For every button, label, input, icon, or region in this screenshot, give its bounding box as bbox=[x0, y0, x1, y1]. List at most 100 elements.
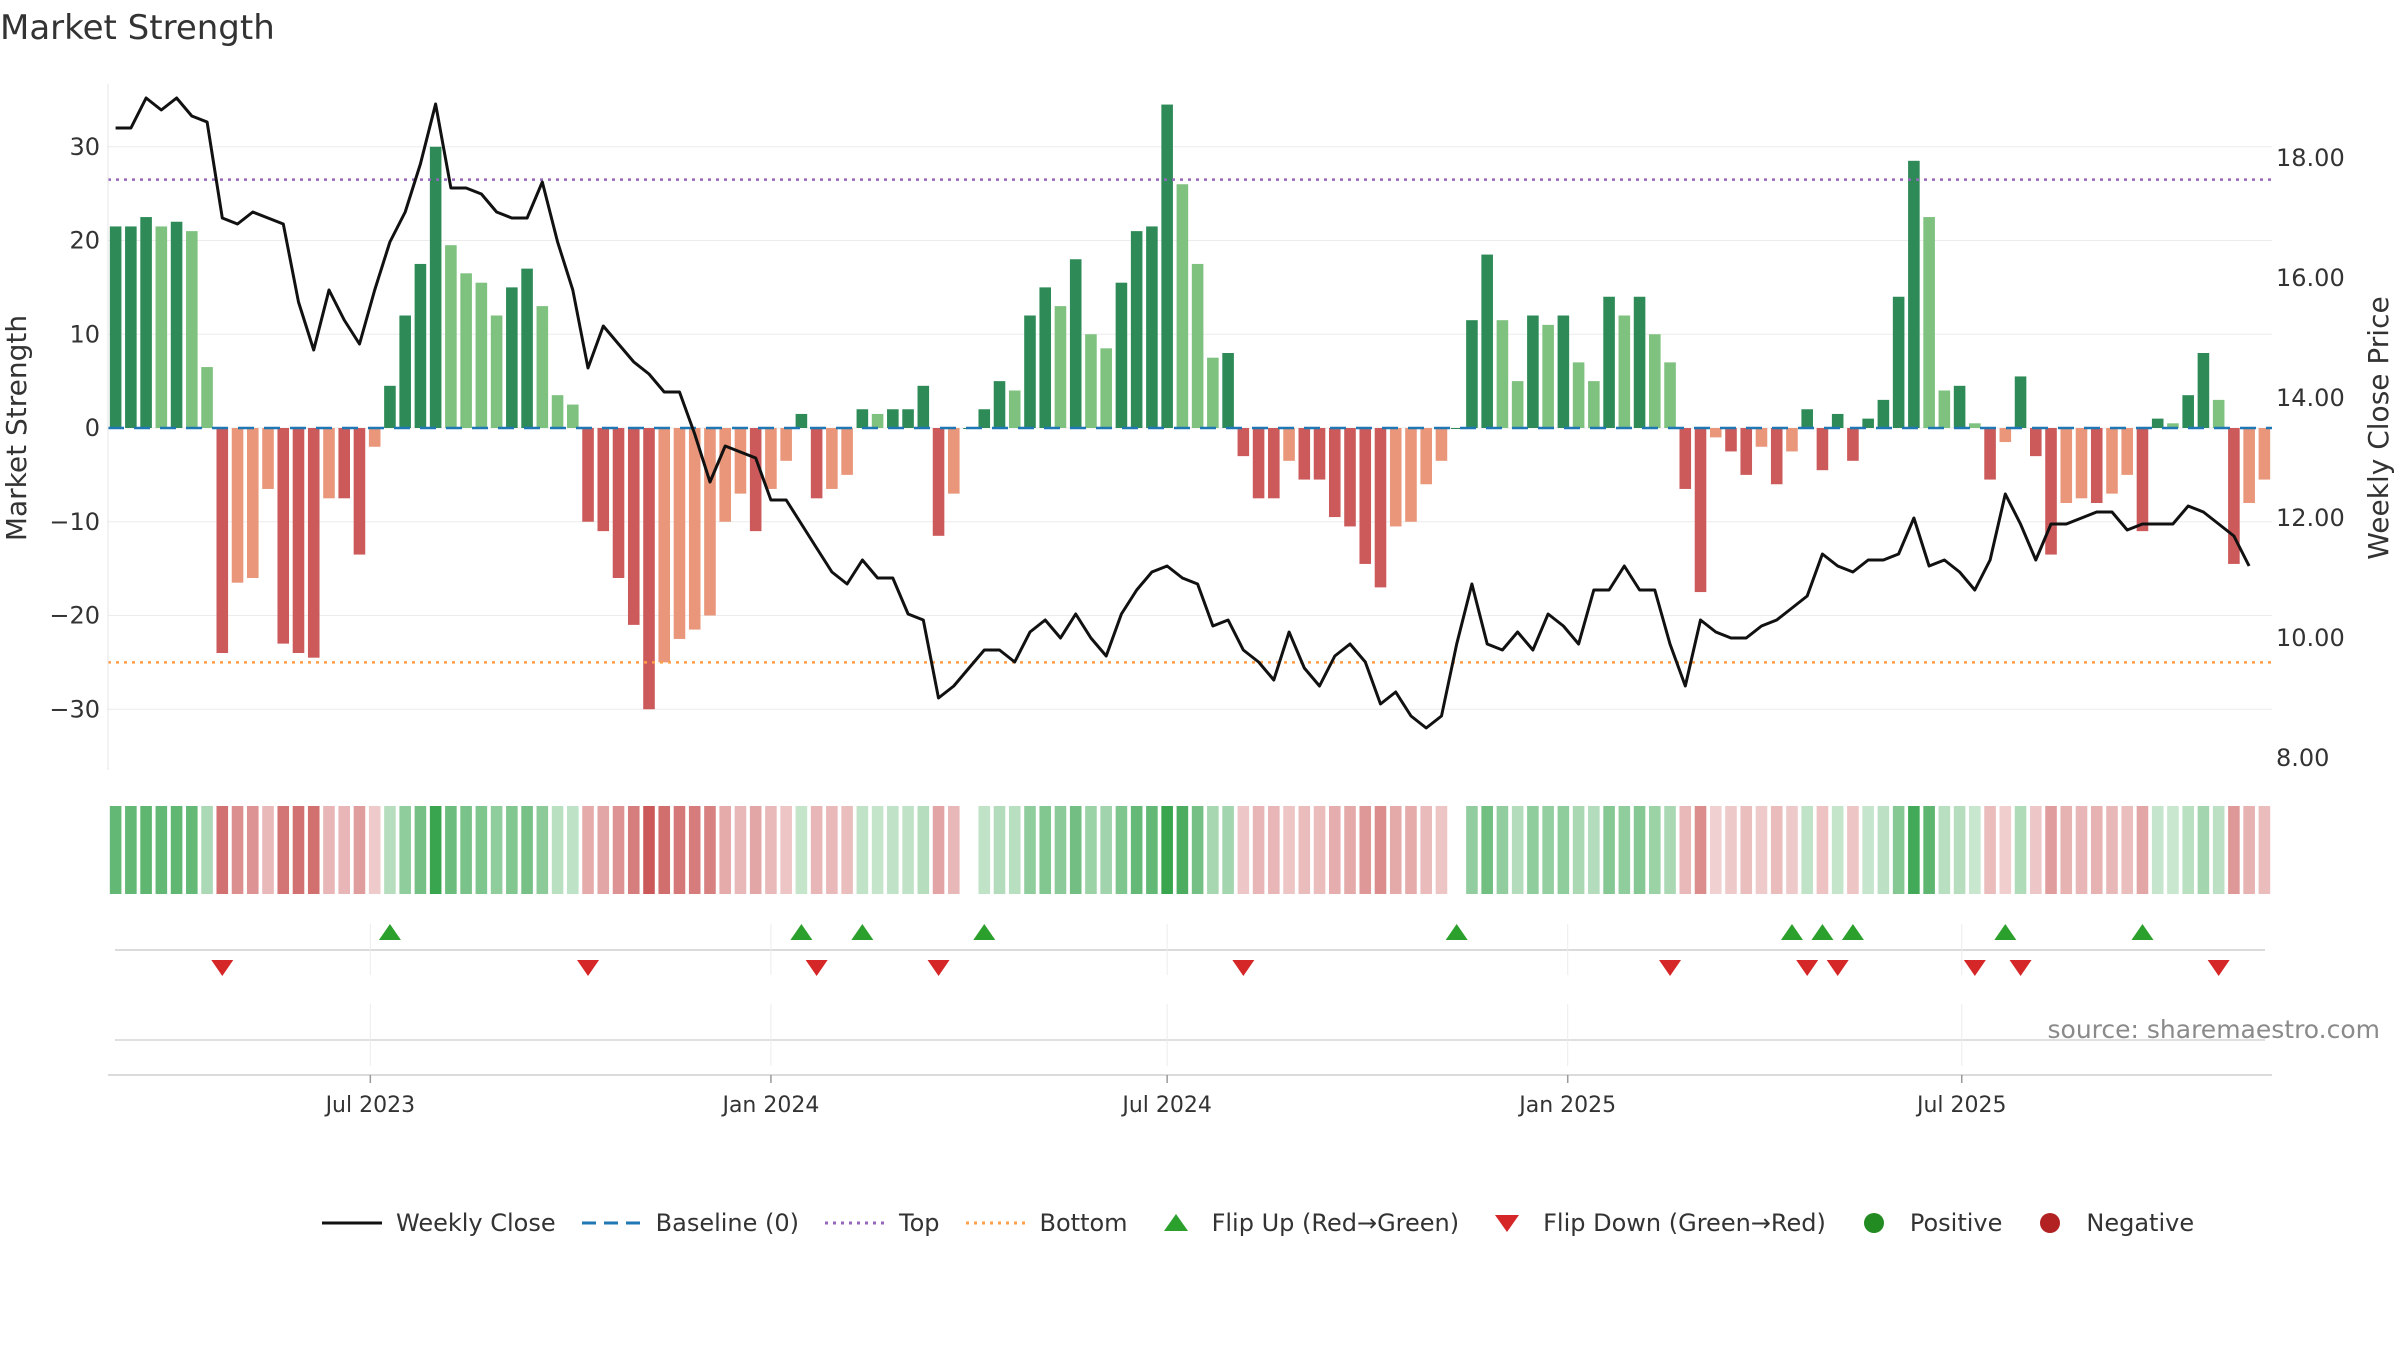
strength-bar bbox=[2029, 428, 2042, 457]
legend-swatch-top bbox=[825, 1221, 886, 1225]
strength-bar bbox=[902, 409, 914, 428]
strip-cell bbox=[506, 806, 518, 894]
strip-cell bbox=[887, 806, 899, 894]
strength-bar bbox=[1572, 362, 1585, 428]
strength-bar bbox=[1207, 357, 1219, 428]
strip-cell bbox=[292, 806, 305, 894]
strength-bar bbox=[2136, 428, 2149, 532]
strip-cell bbox=[414, 806, 427, 894]
strength-bar bbox=[277, 428, 290, 644]
strip-cell bbox=[1100, 806, 1112, 894]
strength-bar bbox=[262, 428, 274, 489]
strength-bar bbox=[1008, 390, 1021, 428]
strip-cell bbox=[2197, 806, 2210, 894]
legend-item-baseline: Baseline (0) bbox=[581, 1209, 799, 1237]
strip-cell bbox=[1923, 806, 1935, 894]
strip-cell bbox=[2090, 806, 2103, 894]
strip-cell bbox=[1557, 806, 1570, 894]
strip-cell bbox=[2106, 806, 2118, 894]
flip-down-marker bbox=[211, 960, 234, 976]
strength-bar bbox=[1268, 428, 1280, 499]
flip-down-marker bbox=[1659, 960, 1682, 976]
flip-down-marker bbox=[1232, 960, 1255, 976]
strip-cell bbox=[1039, 806, 1052, 894]
strength-bar bbox=[1527, 315, 1539, 428]
strength-bar bbox=[2014, 376, 2027, 428]
strip-cell bbox=[749, 806, 762, 894]
strength-bar bbox=[871, 413, 884, 428]
strength-bar bbox=[186, 231, 198, 428]
strength-bar bbox=[1100, 348, 1112, 428]
strength-bar bbox=[780, 428, 792, 461]
strip-cell bbox=[323, 806, 335, 894]
strength-bar bbox=[826, 428, 838, 489]
strength-bar bbox=[246, 428, 259, 578]
strip-cell bbox=[932, 806, 945, 894]
strip-cell bbox=[475, 806, 488, 894]
x-tick-label: Jul 2024 bbox=[1120, 1093, 1212, 1118]
strip-cell bbox=[688, 806, 701, 894]
strength-bar bbox=[1740, 428, 1753, 475]
strength-bar bbox=[1877, 399, 1890, 428]
legend-swatch-baseline bbox=[581, 1221, 642, 1225]
flip-down-marker bbox=[1963, 960, 1986, 976]
strength-bar bbox=[1466, 320, 1478, 428]
strip-cell bbox=[1709, 806, 1722, 894]
flip-up-marker bbox=[1994, 924, 2017, 940]
dot-negative-icon bbox=[2040, 1213, 2061, 1233]
y-tick-label: 30 bbox=[69, 133, 100, 161]
strength-bar bbox=[1664, 362, 1676, 428]
strength-bar bbox=[1283, 428, 1295, 461]
strength-bar bbox=[1694, 428, 1707, 593]
strip-cell bbox=[1770, 806, 1783, 894]
strip-cell bbox=[947, 806, 960, 894]
strip-cell bbox=[1207, 806, 1219, 894]
flip-up-marker bbox=[790, 924, 813, 940]
flip-up-marker bbox=[1841, 924, 1864, 940]
strip-cell bbox=[582, 806, 594, 894]
strip-cell bbox=[2136, 806, 2149, 894]
strip-cell bbox=[1268, 806, 1280, 894]
strength-bar bbox=[947, 428, 960, 494]
strength-bar bbox=[216, 428, 229, 653]
strength-bar bbox=[1024, 315, 1036, 428]
strength-bar bbox=[1862, 418, 1874, 428]
strip-cell bbox=[445, 806, 457, 894]
y-tick-label: 20 bbox=[69, 227, 100, 255]
chart-title: Market Strength bbox=[0, 8, 275, 48]
strip-cell bbox=[1359, 806, 1372, 894]
strip-cell bbox=[1146, 806, 1158, 894]
strength-strip bbox=[109, 806, 2271, 894]
strength-bar bbox=[1435, 428, 1448, 461]
strip-cell bbox=[1588, 806, 1600, 894]
lower-panels bbox=[108, 1039, 2272, 1076]
strength-bar bbox=[307, 428, 320, 658]
strip-cell bbox=[2228, 806, 2240, 894]
strength-bar bbox=[292, 428, 305, 653]
strength-bar bbox=[887, 409, 899, 428]
strength-bar bbox=[445, 245, 457, 428]
strip-cell bbox=[246, 806, 259, 894]
strip-cell bbox=[277, 806, 290, 894]
strength-bar bbox=[1328, 428, 1341, 518]
strip-cell bbox=[1328, 806, 1341, 894]
strength-bar bbox=[2167, 423, 2179, 428]
strength-bar bbox=[109, 226, 122, 428]
strength-bar bbox=[1908, 160, 1920, 428]
strength-bar bbox=[1176, 184, 1189, 428]
strip-cell bbox=[368, 806, 381, 894]
flip-up-marker bbox=[1780, 924, 1803, 940]
strip-cell bbox=[826, 806, 838, 894]
strip-cell bbox=[2243, 806, 2255, 894]
strip-cell bbox=[338, 806, 351, 894]
triangle-down-icon bbox=[1495, 1215, 1520, 1232]
strength-bar bbox=[1252, 428, 1265, 499]
strength-bar bbox=[1633, 296, 1646, 428]
strip-cell bbox=[1999, 806, 2012, 894]
strip-cell bbox=[1755, 806, 1768, 894]
weekly-close-series bbox=[115, 96, 2251, 730]
strip-cell bbox=[2167, 806, 2179, 894]
strength-bar bbox=[749, 428, 762, 532]
strength-bar bbox=[1847, 428, 1859, 461]
